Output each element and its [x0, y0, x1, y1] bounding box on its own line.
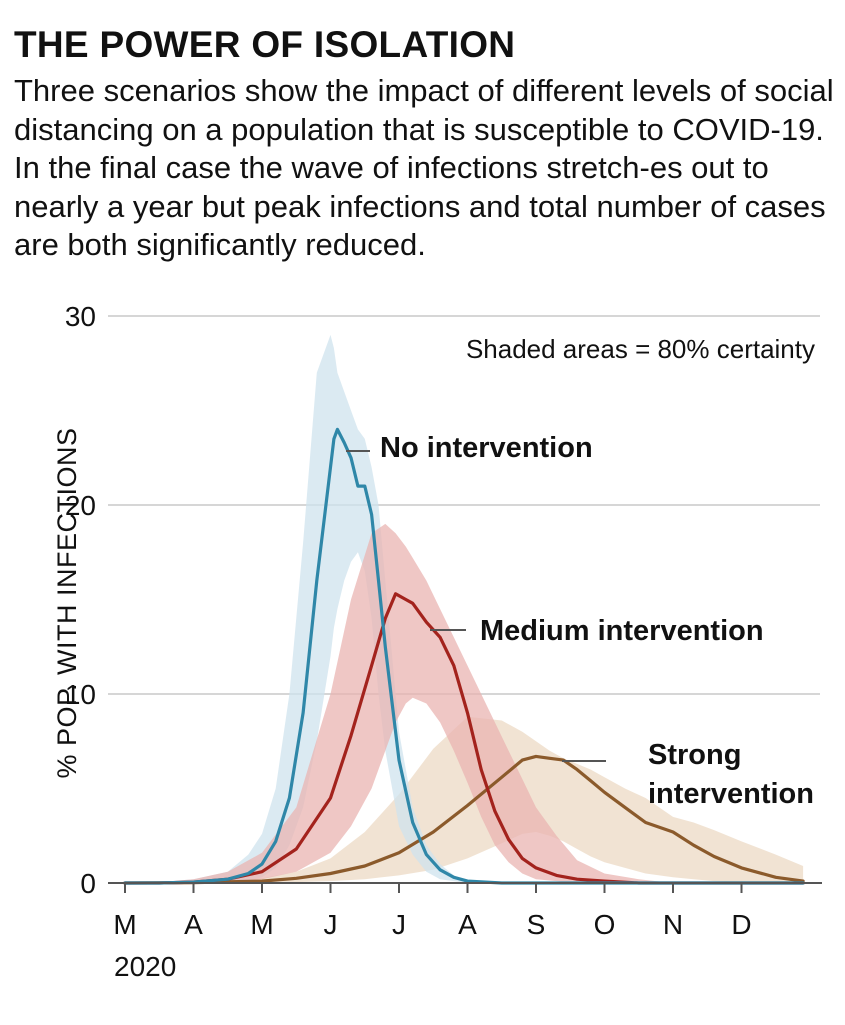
strong-intervention-label-line2: intervention	[648, 778, 814, 810]
certainty-note: Shaded areas = 80% certainty	[466, 334, 815, 364]
medium-intervention-label: Medium intervention	[480, 615, 764, 647]
x-tick-label: S	[527, 909, 546, 940]
y-tick-label: 20	[65, 490, 96, 521]
certainty-band-0	[125, 334, 804, 883]
x-tick-label: A	[184, 909, 203, 940]
x-axis-year-label: 2020	[114, 951, 176, 982]
strong-intervention-label-line1: Strong	[648, 739, 741, 771]
x-tick-label: J	[324, 909, 338, 940]
x-tick-label: M	[113, 909, 136, 940]
x-tick-label: A	[458, 909, 477, 940]
x-tick-label: O	[594, 909, 616, 940]
x-tick-label: M	[250, 909, 273, 940]
y-tick-label: 0	[80, 868, 96, 899]
certainty-band-2	[125, 716, 804, 883]
x-tick-label: J	[392, 909, 406, 940]
x-tick-label: N	[663, 909, 683, 940]
chart-subtitle: Three scenarios show the impact of diffe…	[14, 73, 834, 262]
page-title: THE POWER OF ISOLATION	[14, 24, 516, 65]
x-tick-label: D	[731, 909, 751, 940]
y-axis-label: % POP. WITH INFECTIONS	[52, 427, 82, 778]
series-line-1	[123, 592, 805, 885]
no-intervention-label: No intervention	[380, 432, 593, 464]
y-tick-label: 10	[65, 679, 96, 710]
y-tick-label: 30	[65, 301, 96, 332]
series-line-2	[123, 754, 805, 885]
